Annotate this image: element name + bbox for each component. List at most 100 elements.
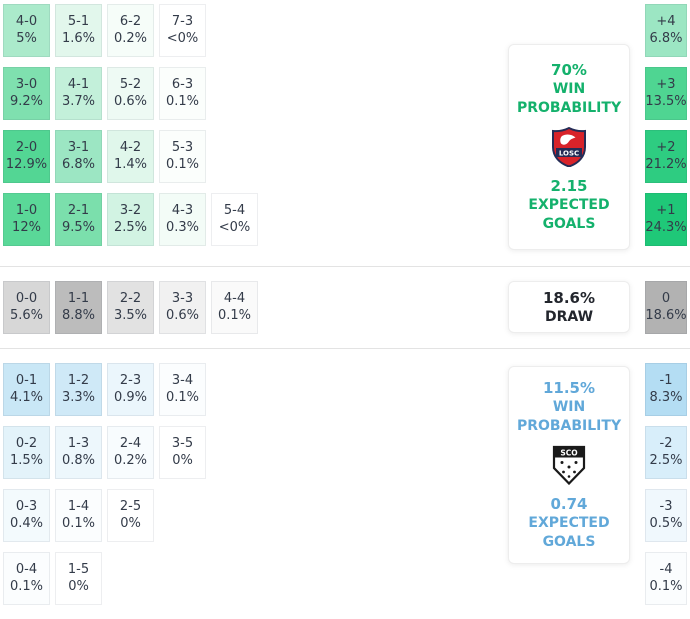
score-label: 0-2 xyxy=(15,436,38,451)
draw-label: DRAW xyxy=(544,308,594,325)
score-cell-2-0: 2-0 12.9% xyxy=(3,130,50,183)
margin-probability: 2.5% xyxy=(649,453,683,468)
score-probability: 0.1% xyxy=(9,579,44,594)
score-label: 5-4 xyxy=(223,203,246,218)
score-row: 3-0 9.2% 4-1 3.7% 5-2 0.6% 6-3 0.1% xyxy=(3,67,258,120)
score-label: 0-0 xyxy=(15,291,38,306)
score-cell-5-1: 5-1 1.6% xyxy=(55,4,102,57)
score-row: 1-0 12% 2-1 9.5% 3-2 2.5% 4-3 0.3% 5-4 <… xyxy=(3,193,258,246)
score-cell-3-3: 3-3 0.6% xyxy=(159,281,206,334)
score-probability: 8.8% xyxy=(61,308,96,323)
score-label: 1-5 xyxy=(67,562,90,577)
margin-cell-minus3: -3 0.5% xyxy=(645,489,687,542)
score-cell-0-3: 0-3 0.4% xyxy=(3,489,50,542)
section-divider xyxy=(0,266,690,267)
score-label: 5-2 xyxy=(119,77,142,92)
score-cell-4-0: 4-0 5% xyxy=(3,4,50,57)
score-probability: 2.5% xyxy=(113,220,148,235)
score-cell-2-1: 2-1 9.5% xyxy=(55,193,102,246)
score-probability: 3.3% xyxy=(61,390,96,405)
score-probability: 5.6% xyxy=(9,308,44,323)
losc-crest-text: LOSC xyxy=(559,149,579,157)
score-label: 3-1 xyxy=(67,140,90,155)
score-label: 6-2 xyxy=(119,14,142,29)
margin-cell-plus2: +2 21.2% xyxy=(645,130,687,183)
margin-probability: 13.5% xyxy=(645,94,687,109)
score-probability: 3.5% xyxy=(113,308,148,323)
score-probability: <0% xyxy=(166,31,199,46)
score-probability: 0% xyxy=(120,516,141,531)
score-row: 0-0 5.6% 1-1 8.8% 2-2 3.5% 3-3 0.6% 4-4 … xyxy=(3,281,258,334)
score-label: 4-1 xyxy=(67,77,90,92)
score-cell-1-1: 1-1 8.8% xyxy=(55,281,102,334)
score-label: 1-0 xyxy=(15,203,38,218)
score-cell-3-1: 3-1 6.8% xyxy=(55,130,102,183)
score-probability: 12% xyxy=(12,220,41,235)
margin-cell-minus4: -4 0.1% xyxy=(645,552,687,605)
margin-cell-zero: 0 18.6% xyxy=(645,281,687,334)
score-label: 3-2 xyxy=(119,203,142,218)
score-probability: 0.1% xyxy=(165,157,200,172)
score-probability: 0.3% xyxy=(165,220,200,235)
score-row: 0-3 0.4% 1-4 0.1% 2-5 0% xyxy=(3,489,206,542)
score-cell-2-2: 2-2 3.5% xyxy=(107,281,154,334)
score-cell-0-2: 0-2 1.5% xyxy=(3,426,50,479)
home-margin-column: +4 6.8% +3 13.5% +2 21.2% +1 24.3% xyxy=(645,4,687,246)
score-label: 1-2 xyxy=(67,373,90,388)
margin-cell-plus1: +1 24.3% xyxy=(645,193,687,246)
score-label: 3-0 xyxy=(15,77,38,92)
margin-probability: 8.3% xyxy=(649,390,683,405)
score-probability: 9.2% xyxy=(9,94,44,109)
score-probability: 0.6% xyxy=(165,308,200,323)
score-row: 0-1 4.1% 1-2 3.3% 2-3 0.9% 3-4 0.1% xyxy=(3,363,206,416)
score-label: 3-5 xyxy=(171,436,194,451)
score-label: 4-3 xyxy=(171,203,194,218)
score-probability: 0.2% xyxy=(113,453,148,468)
score-label: 2-5 xyxy=(119,499,142,514)
score-cell-2-5: 2-5 0% xyxy=(107,489,154,542)
score-cell-4-3: 4-3 0.3% xyxy=(159,193,206,246)
margin-probability: 18.6% xyxy=(645,308,687,323)
sco-crest-text: SCO xyxy=(560,449,577,458)
score-probability: 4.1% xyxy=(9,390,44,405)
score-cell-7-3: 7-3 <0% xyxy=(159,4,206,57)
margin-probability: 6.8% xyxy=(649,31,683,46)
score-probability: 0.4% xyxy=(9,516,44,531)
score-cell-0-0: 0-0 5.6% xyxy=(3,281,50,334)
margin-label: -3 xyxy=(659,499,673,514)
home-win-probability: 70% xyxy=(551,61,587,79)
score-probability: 1.5% xyxy=(9,453,44,468)
score-label: 1-1 xyxy=(67,291,90,306)
score-label: 5-3 xyxy=(171,140,194,155)
score-row: 4-0 5% 5-1 1.6% 6-2 0.2% 7-3 <0% xyxy=(3,4,258,57)
score-cell-4-1: 4-1 3.7% xyxy=(55,67,102,120)
margin-probability: 24.3% xyxy=(645,220,687,235)
draw-probability: 18.6% xyxy=(542,288,596,307)
home-score-matrix: 4-0 5% 5-1 1.6% 6-2 0.2% 7-3 <0% 3-0 9.2… xyxy=(3,4,258,246)
margin-cell-plus4: +4 6.8% xyxy=(645,4,687,57)
score-probability: 5% xyxy=(16,31,37,46)
home-win-probability-label: WIN PROBABILITY xyxy=(516,81,622,116)
home-win-panel: 70% WIN PROBABILITY LOSC 2.15 EXPECTED G… xyxy=(508,44,630,250)
score-probability: 0% xyxy=(172,453,193,468)
score-cell-1-4: 1-4 0.1% xyxy=(55,489,102,542)
losc-crest-icon: LOSC xyxy=(551,127,587,167)
margin-label: -2 xyxy=(659,436,673,451)
score-label: 3-4 xyxy=(171,373,194,388)
score-probability: 0.9% xyxy=(113,390,148,405)
score-probability: 9.5% xyxy=(61,220,96,235)
score-probability: 6.8% xyxy=(61,157,96,172)
score-probability: 0% xyxy=(68,579,89,594)
score-probability: 0.8% xyxy=(61,453,96,468)
score-cell-6-2: 6-2 0.2% xyxy=(107,4,154,57)
score-cell-1-2: 1-2 3.3% xyxy=(55,363,102,416)
score-label: 2-1 xyxy=(67,203,90,218)
score-row: 2-0 12.9% 3-1 6.8% 4-2 1.4% 5-3 0.1% xyxy=(3,130,258,183)
score-cell-0-1: 0-1 4.1% xyxy=(3,363,50,416)
score-cell-1-0: 1-0 12% xyxy=(3,193,50,246)
score-label: 2-0 xyxy=(15,140,38,155)
score-probability: 12.9% xyxy=(5,157,48,172)
score-cell-0-4: 0-4 0.1% xyxy=(3,552,50,605)
score-cell-4-4: 4-4 0.1% xyxy=(211,281,258,334)
